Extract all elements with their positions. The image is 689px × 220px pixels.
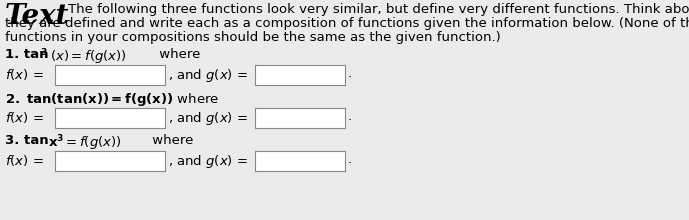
Text: , and $g(x)$ =: , and $g(x)$ = [168,67,248,84]
Text: functions in your compositions should be the same as the given function.): functions in your compositions should be… [5,31,501,44]
Text: where: where [148,134,194,147]
Text: 1. tan: 1. tan [5,48,48,61]
Text: $f(x)$ =: $f(x)$ = [5,67,43,82]
Text: they are defined and write each as a composition of functions given the informat: they are defined and write each as a com… [5,17,689,30]
Text: , and $g(x)$ =: , and $g(x)$ = [168,153,248,170]
Text: $\mathbf{^3}$: $\mathbf{^3}$ [40,48,48,61]
Text: $f(x)$ =: $f(x)$ = [5,110,43,125]
Text: $f(x)$ =: $f(x)$ = [5,153,43,168]
Text: Text: Text [5,3,70,30]
Text: $= f(g(x))$: $= f(g(x))$ [63,134,122,151]
Text: $\mathbf{2.\ tan(tan(}$$\mathbf{x}$$\mathbf{)) = f(g(x))}$ where: $\mathbf{2.\ tan(tan(}$$\mathbf{x}$$\mat… [5,91,219,108]
Text: , and $g(x)$ =: , and $g(x)$ = [168,110,248,127]
Text: .: . [348,153,352,166]
Text: 3. tan: 3. tan [5,134,53,147]
Text: .: . [348,67,352,80]
Text: $(x) = f(g(x))$: $(x) = f(g(x))$ [50,48,127,65]
Text: where: where [155,48,200,61]
Text: The following three functions look very similar, but define very different funct: The following three functions look very … [68,3,689,16]
Text: .: . [348,110,352,123]
Text: $\mathbf{x^3}$: $\mathbf{x^3}$ [48,134,64,151]
